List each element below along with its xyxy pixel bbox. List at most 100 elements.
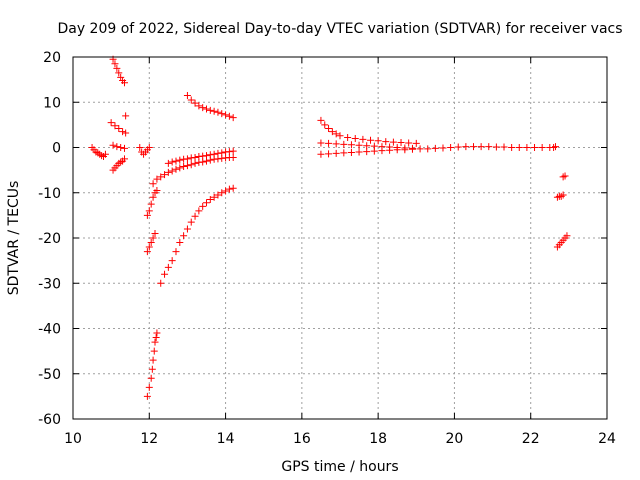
series-arc-h [143, 229, 159, 256]
data-point [325, 139, 333, 147]
data-point [439, 144, 447, 152]
y-tick-label: -30 [38, 276, 61, 292]
data-points [88, 55, 571, 400]
data-point [168, 257, 176, 265]
y-tick-label: -60 [38, 412, 61, 428]
data-point [172, 157, 180, 165]
data-point [218, 110, 226, 118]
data-point [149, 180, 157, 188]
data-point [214, 108, 222, 116]
x-tick-label: 10 [64, 431, 82, 447]
series-arc-l [164, 147, 237, 167]
data-point [424, 145, 432, 153]
data-point [143, 211, 151, 219]
data-point [195, 102, 203, 110]
series-arc-q [559, 172, 569, 181]
data-point [120, 155, 128, 163]
x-tick-label: 14 [217, 431, 235, 447]
data-point [191, 99, 199, 107]
data-point [161, 270, 169, 278]
data-point [187, 96, 195, 104]
data-point [351, 134, 359, 142]
data-point [492, 143, 500, 151]
data-point [161, 171, 169, 179]
data-point [382, 138, 390, 146]
data-point [210, 107, 218, 115]
x-tick-label: 16 [293, 431, 311, 447]
series-arc-g [143, 186, 161, 219]
data-point [149, 356, 157, 364]
data-point [117, 144, 125, 151]
data-point [317, 150, 325, 158]
data-point [120, 79, 128, 87]
data-point [477, 143, 485, 151]
data-point [500, 143, 508, 151]
data-point [187, 218, 195, 226]
data-point [199, 202, 207, 210]
data-point [203, 152, 210, 160]
data-point [150, 347, 158, 355]
data-point [145, 207, 153, 215]
data-point [136, 144, 144, 151]
series-arc-i [157, 184, 237, 287]
data-point [332, 149, 340, 157]
data-point [176, 164, 184, 172]
data-point [508, 144, 516, 151]
data-point [180, 163, 188, 171]
data-point [109, 141, 117, 149]
data-point [355, 141, 363, 149]
data-point [225, 185, 233, 193]
plot-area-border [72, 56, 608, 420]
data-point [340, 140, 348, 148]
data-point [416, 145, 424, 153]
data-point [363, 142, 371, 150]
data-point [164, 168, 172, 176]
data-point [111, 60, 119, 68]
y-tick-label: 0 [52, 141, 61, 157]
y-tick-label: -50 [38, 367, 61, 383]
data-point [218, 149, 226, 157]
data-point [408, 145, 416, 153]
data-point [191, 153, 199, 161]
data-point [148, 365, 156, 373]
data-point [143, 392, 151, 400]
data-point [153, 175, 161, 183]
y-tick-label: -20 [38, 231, 61, 247]
data-point [172, 248, 180, 256]
data-point [111, 122, 119, 130]
data-point [145, 144, 153, 151]
data-point [222, 187, 230, 195]
y-tick-label: -40 [38, 322, 61, 338]
data-point [143, 248, 151, 256]
data-point [153, 186, 161, 194]
data-point [317, 116, 325, 124]
data-point [210, 193, 218, 201]
data-point [229, 114, 237, 122]
data-point [149, 193, 157, 201]
data-point [164, 159, 172, 167]
data-point [229, 147, 237, 155]
grid-lines [73, 57, 607, 419]
x-axis-label: GPS time / hours [281, 459, 398, 475]
data-point [187, 161, 195, 169]
data-point [115, 124, 123, 132]
series-arc-d [109, 141, 128, 152]
data-point [229, 184, 237, 192]
data-point [559, 191, 567, 199]
data-point [145, 383, 153, 391]
data-point [222, 111, 230, 119]
data-point [191, 212, 199, 220]
data-point [431, 144, 439, 152]
data-point [203, 105, 210, 113]
series-arc-r [553, 191, 567, 201]
data-point [183, 91, 191, 99]
data-point [347, 141, 355, 149]
y-axis-label: SDTVAR / TECUs [6, 181, 22, 296]
data-point [168, 167, 176, 175]
data-point [206, 106, 214, 114]
data-point [332, 140, 340, 148]
data-point [157, 173, 165, 181]
series-arc-a [88, 144, 109, 161]
